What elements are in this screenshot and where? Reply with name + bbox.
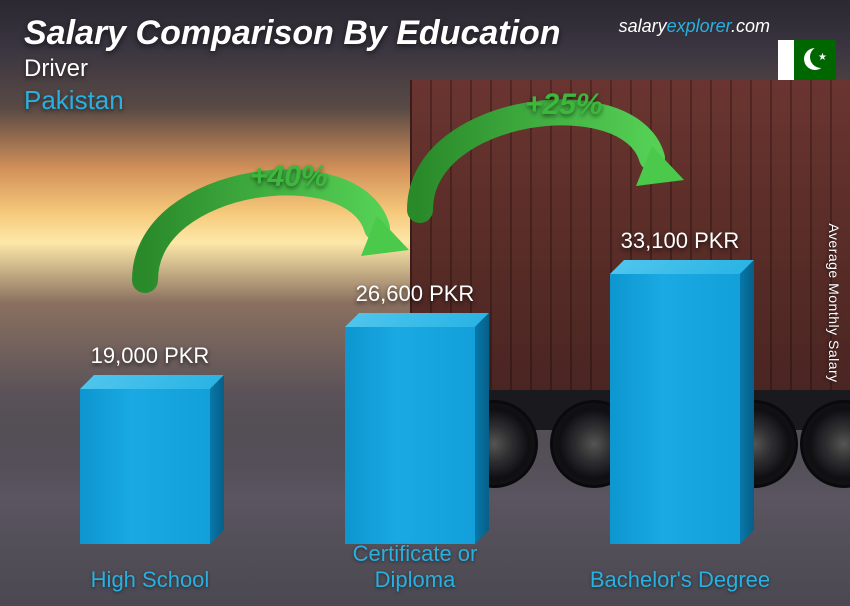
brand-word1: salary [619, 16, 667, 36]
bar-value-1: 19,000 PKR [60, 343, 240, 369]
country-flag-icon: ★ [778, 40, 836, 80]
brand-tld: .com [731, 16, 770, 36]
category-label-1: High School [45, 567, 255, 592]
bar-value-3: 33,100 PKR [590, 228, 770, 254]
delta-label-2: +25% [525, 88, 603, 122]
salary-bar-chart: +40% +25% 19,000 PKR 26,600 PKR [50, 130, 780, 592]
bar-value-2: 26,600 PKR [325, 281, 505, 307]
delta-label-1: +40% [250, 160, 328, 194]
brand-logo: salaryexplorer.com [619, 16, 770, 37]
brand-word2: explorer [667, 16, 731, 36]
category-label-3: Bachelor's Degree [575, 567, 785, 592]
y-axis-label: Average Monthly Salary [826, 223, 842, 382]
category-label-2: Certificate or Diploma [310, 541, 520, 592]
